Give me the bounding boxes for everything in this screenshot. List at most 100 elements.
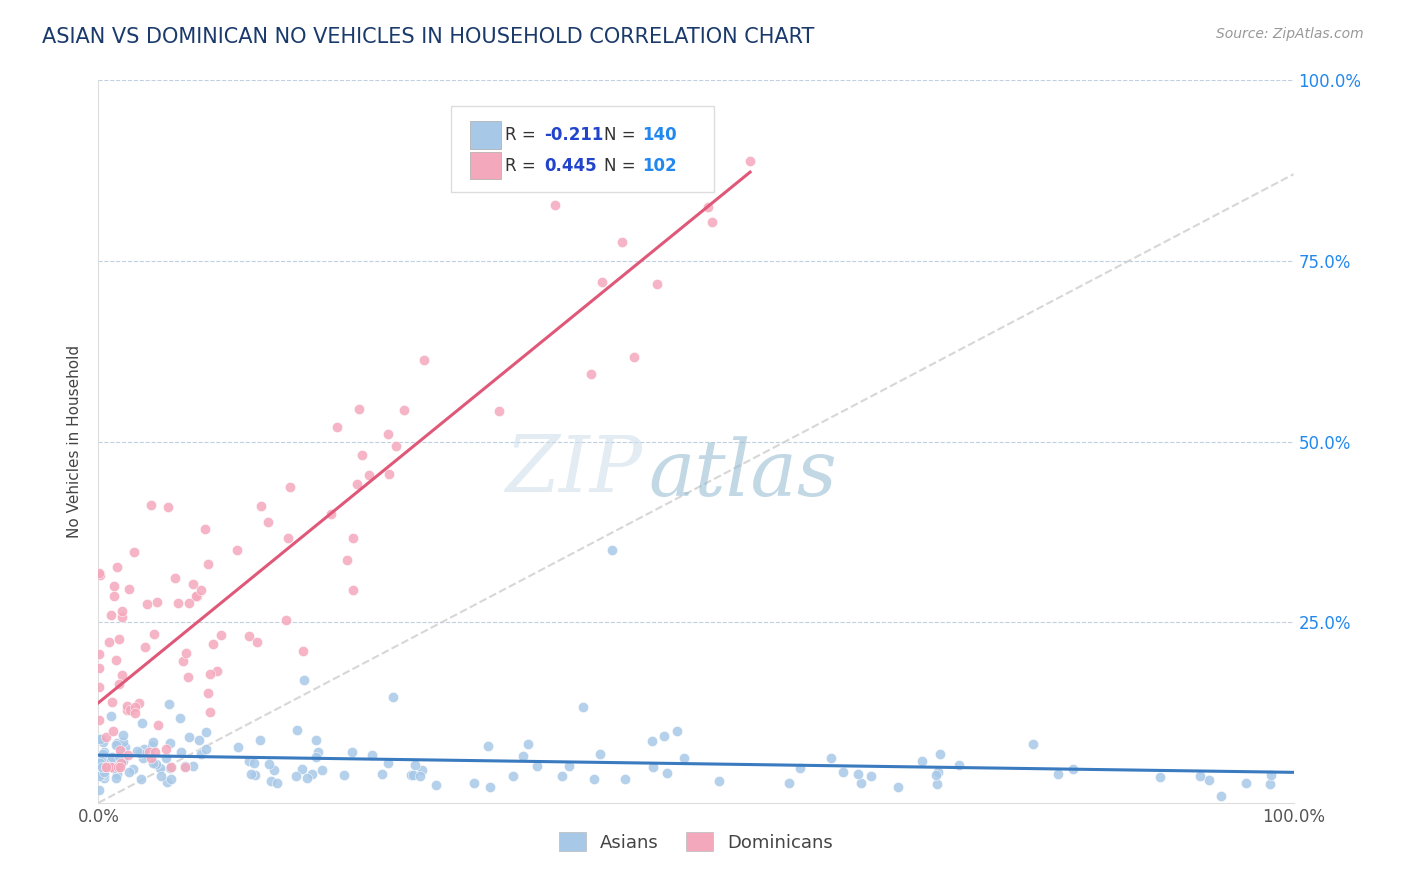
Point — [163, 571, 186, 585]
Point — [197, 557, 219, 571]
Point — [91, 767, 114, 781]
Point — [709, 774, 731, 789]
Point — [138, 745, 160, 759]
Point — [155, 741, 177, 756]
Point — [672, 751, 695, 765]
Point — [591, 275, 613, 289]
Point — [925, 777, 948, 791]
Point — [652, 729, 675, 743]
Point — [93, 745, 115, 759]
Point — [124, 706, 146, 720]
Point — [645, 277, 668, 291]
Point — [167, 597, 190, 611]
Point — [108, 756, 131, 771]
Point — [377, 427, 399, 442]
Point — [100, 760, 122, 774]
Point — [779, 776, 801, 790]
Point — [409, 769, 432, 783]
Point — [602, 542, 624, 557]
Point — [589, 747, 612, 762]
Point — [1234, 775, 1257, 789]
Point — [187, 732, 209, 747]
Text: atlas: atlas — [648, 436, 837, 512]
Point — [911, 755, 934, 769]
Point — [263, 763, 285, 777]
Point — [412, 352, 434, 367]
Point — [352, 448, 374, 462]
Point — [174, 646, 197, 660]
Point — [177, 596, 200, 610]
Point — [211, 628, 233, 642]
Point — [572, 699, 595, 714]
Point — [90, 732, 112, 747]
Point — [239, 767, 262, 781]
Point — [90, 755, 112, 769]
Text: ASIAN VS DOMINICAN NO VEHICLES IN HOUSEHOLD CORRELATION CHART: ASIAN VS DOMINICAN NO VEHICLES IN HOUSEH… — [42, 27, 814, 46]
Point — [479, 780, 502, 794]
Point — [274, 613, 297, 627]
Point — [321, 507, 343, 521]
Point — [174, 760, 197, 774]
Point — [177, 730, 200, 744]
Point — [89, 756, 111, 770]
Point — [98, 635, 121, 649]
Point — [114, 739, 136, 754]
Point — [846, 767, 869, 781]
Point — [186, 590, 208, 604]
Point — [332, 768, 354, 782]
Point — [174, 759, 197, 773]
Point — [122, 545, 145, 559]
Point — [159, 761, 181, 775]
Point — [381, 690, 404, 705]
Point — [887, 780, 910, 794]
Point — [181, 576, 204, 591]
Text: R =: R = — [505, 156, 541, 175]
Point — [1062, 762, 1084, 776]
Point — [156, 774, 179, 789]
Point — [738, 153, 761, 168]
Point — [526, 759, 548, 773]
Point — [100, 709, 122, 723]
Point — [260, 774, 283, 789]
Point — [111, 668, 134, 682]
Point — [160, 760, 183, 774]
Point — [280, 480, 302, 494]
Point — [285, 769, 308, 783]
Point — [301, 766, 323, 780]
Point — [195, 742, 218, 756]
Point — [118, 582, 141, 597]
Point — [927, 764, 949, 779]
Point — [96, 760, 118, 774]
Point — [294, 673, 316, 688]
Point — [1260, 768, 1282, 782]
Point — [103, 589, 125, 603]
Point — [157, 697, 180, 711]
Point — [142, 756, 165, 770]
Point — [666, 723, 689, 738]
Point — [246, 635, 269, 649]
Point — [181, 759, 204, 773]
Text: 102: 102 — [643, 156, 676, 175]
Point — [925, 768, 948, 782]
Point — [146, 595, 169, 609]
Point — [134, 640, 156, 654]
Text: R =: R = — [505, 126, 541, 145]
Text: N =: N = — [605, 156, 641, 175]
Point — [103, 761, 125, 775]
Point — [225, 542, 247, 557]
FancyBboxPatch shape — [451, 105, 714, 193]
Point — [141, 750, 163, 764]
Point — [101, 695, 124, 709]
Point — [641, 760, 664, 774]
Point — [107, 760, 129, 774]
Point — [948, 758, 970, 772]
Point — [1211, 789, 1233, 803]
Point — [357, 468, 380, 483]
Point — [93, 768, 115, 782]
Point — [91, 767, 114, 781]
Point — [115, 702, 138, 716]
Point — [107, 632, 129, 647]
Point — [110, 760, 132, 774]
Point — [112, 754, 135, 768]
Legend: Asians, Dominicans: Asians, Dominicans — [551, 825, 841, 859]
